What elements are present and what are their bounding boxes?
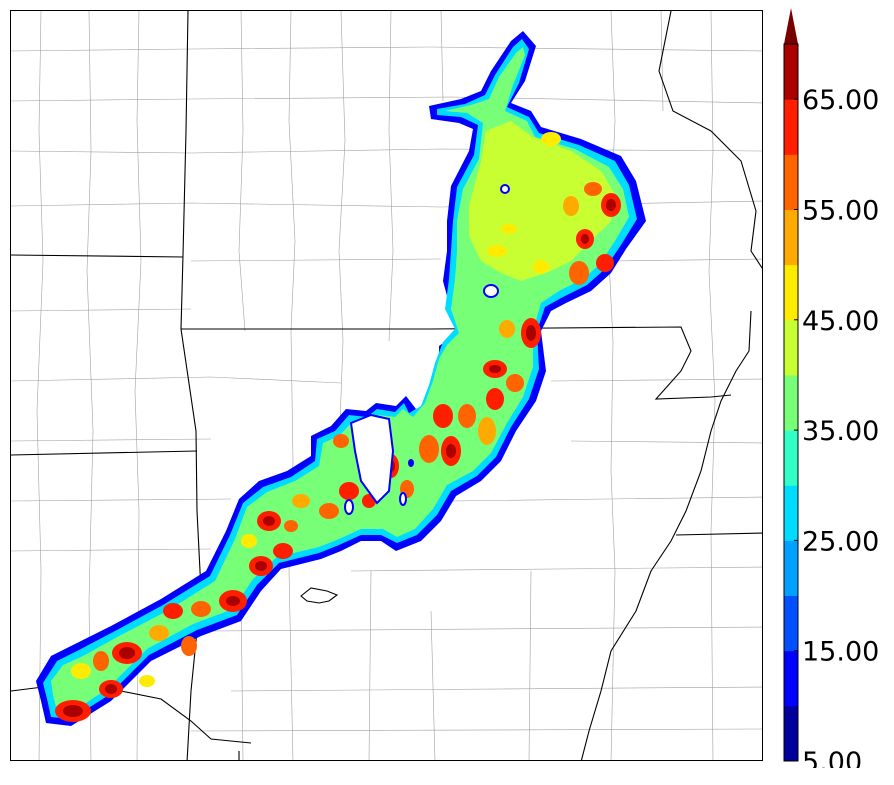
core bbox=[581, 234, 589, 244]
colorbar-block bbox=[784, 540, 798, 597]
colorbar-block bbox=[784, 44, 798, 100]
colorbar-block bbox=[784, 650, 798, 707]
core bbox=[263, 516, 275, 526]
colorbar-tick-label: 25.00 bbox=[802, 526, 879, 557]
colorbar-block bbox=[784, 595, 798, 652]
colorbar-block bbox=[784, 209, 798, 266]
colorbar-tick-label: 5.00 bbox=[802, 747, 862, 768]
core bbox=[191, 601, 211, 617]
core bbox=[105, 684, 117, 694]
core bbox=[487, 245, 507, 257]
swath-holes bbox=[344, 184, 510, 515]
hole bbox=[483, 284, 499, 298]
hole bbox=[349, 413, 395, 505]
core bbox=[584, 182, 602, 196]
colorbar-block bbox=[784, 319, 798, 376]
core bbox=[292, 494, 310, 508]
state-boundaries bbox=[11, 11, 762, 760]
county-boundaries bbox=[11, 11, 762, 760]
core bbox=[526, 325, 536, 341]
core bbox=[563, 196, 579, 216]
reflectivity-map bbox=[11, 11, 762, 760]
hole bbox=[399, 492, 407, 506]
core bbox=[501, 224, 517, 234]
core bbox=[541, 132, 561, 146]
core bbox=[284, 520, 298, 532]
core bbox=[139, 675, 155, 687]
map-panel bbox=[10, 10, 763, 761]
core bbox=[241, 534, 257, 548]
core bbox=[339, 482, 359, 500]
colorbar-block bbox=[784, 705, 798, 762]
core bbox=[489, 365, 501, 373]
colorbar-extend-arrow bbox=[784, 8, 798, 44]
core bbox=[506, 374, 524, 392]
colorbar-block bbox=[784, 485, 798, 541]
lake-outline bbox=[300, 587, 339, 604]
colorbar-tick-label: 35.00 bbox=[802, 416, 879, 447]
colorbar-tick-label: 15.00 bbox=[802, 637, 879, 668]
core bbox=[181, 636, 197, 656]
core bbox=[419, 435, 439, 463]
state-line-west bbox=[180, 11, 202, 760]
core bbox=[458, 404, 476, 428]
core bbox=[478, 417, 496, 445]
core bbox=[273, 543, 293, 559]
core bbox=[119, 647, 135, 659]
core bbox=[569, 261, 589, 285]
core bbox=[63, 705, 83, 717]
core bbox=[486, 388, 504, 410]
colorbar-block bbox=[784, 374, 798, 431]
colorbar-tick-label: 45.00 bbox=[802, 306, 879, 337]
colorbar-tick-label: 55.00 bbox=[802, 195, 879, 226]
core bbox=[333, 434, 349, 448]
core bbox=[149, 625, 169, 641]
state-line-tennessee bbox=[675, 532, 762, 536]
core bbox=[93, 651, 109, 671]
core bbox=[433, 404, 453, 428]
colorbar-svg: 5.00 15.00 25.00 35.00 45.00 55.00 65.00 bbox=[783, 8, 879, 778]
core bbox=[71, 663, 91, 679]
colorbar-block bbox=[784, 99, 798, 155]
core bbox=[499, 320, 515, 338]
state-line-illinois bbox=[658, 11, 762, 269]
hole bbox=[408, 459, 414, 467]
colorbar-ticks: 5.00 15.00 25.00 35.00 45.00 55.00 65.00 bbox=[794, 85, 879, 778]
state-line-kansas-north bbox=[11, 254, 184, 258]
colorbar-block bbox=[784, 264, 798, 321]
colorbar-frame bbox=[783, 43, 799, 762]
core bbox=[446, 444, 456, 458]
hole bbox=[500, 184, 510, 194]
core bbox=[163, 603, 183, 619]
colorbar-block bbox=[784, 154, 798, 210]
core bbox=[226, 596, 240, 606]
colorbar-tick-label: 65.00 bbox=[802, 85, 879, 116]
core bbox=[596, 254, 614, 272]
core bbox=[533, 260, 549, 274]
core bbox=[255, 561, 267, 571]
core bbox=[319, 503, 339, 519]
hole bbox=[344, 499, 354, 515]
mississippi-river bbox=[580, 310, 752, 760]
colorbar-blocks bbox=[784, 44, 798, 762]
core bbox=[606, 199, 616, 211]
state-line-oklahoma bbox=[11, 450, 198, 456]
storm-cores bbox=[55, 132, 621, 722]
colorbar-block bbox=[784, 430, 798, 486]
colorbar: 5.00 15.00 25.00 35.00 45.00 55.00 65.00 bbox=[780, 8, 894, 778]
